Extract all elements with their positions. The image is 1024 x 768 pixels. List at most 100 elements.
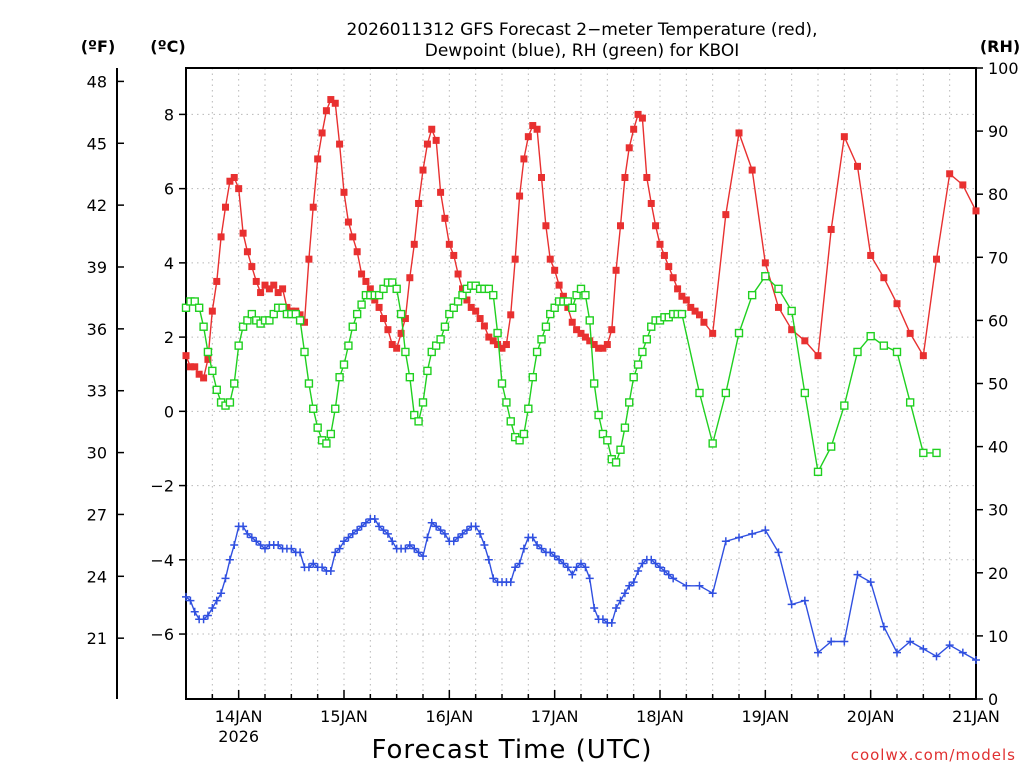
- dewpoint-point: [186, 596, 195, 605]
- temperature-point: [423, 140, 431, 148]
- dewpoint-point: [190, 607, 199, 616]
- rh-point: [853, 347, 862, 357]
- series-dewpoint: [182, 514, 980, 665]
- dewpoint-point: [401, 544, 410, 553]
- temperature-point: [573, 326, 581, 334]
- rh-point: [708, 439, 717, 448]
- temperature-point: [665, 263, 673, 271]
- temperature-point: [485, 333, 493, 341]
- dewpoint-point: [958, 648, 967, 657]
- temperature-point: [542, 222, 550, 230]
- dewpoint-point: [568, 570, 577, 579]
- temperature-point: [226, 177, 234, 185]
- rh-point: [905, 398, 915, 407]
- series-rh: [181, 272, 941, 477]
- chart-title-line-1: 2026011312 GFS Forecast 2−meter Temperat…: [347, 20, 818, 40]
- dewpoint-point: [423, 533, 432, 542]
- celsius-unit-label: (ºC): [150, 37, 185, 56]
- dewpoint-point: [462, 526, 471, 535]
- rh-point: [747, 290, 757, 300]
- dewpoint-point: [230, 540, 239, 549]
- rh-point: [695, 388, 704, 398]
- temperature-point: [270, 281, 278, 289]
- temperature-point: [230, 173, 238, 181]
- temperature-point: [687, 303, 695, 311]
- temperature-point: [235, 185, 243, 193]
- temperature-point: [239, 229, 247, 237]
- temperature-point: [696, 311, 703, 319]
- rh-point: [423, 366, 432, 376]
- temperature-point: [748, 166, 756, 174]
- dewpoint-point: [590, 604, 599, 613]
- dewpoint-point: [774, 548, 783, 557]
- rh-point: [304, 379, 314, 388]
- rh-point: [291, 309, 300, 319]
- temperature-point: [555, 281, 563, 289]
- celsius-tick-label: −4: [150, 551, 174, 570]
- dewpoint-point: [537, 544, 546, 553]
- dewpoint-point: [625, 581, 634, 590]
- dewpoint-point: [261, 544, 269, 553]
- rh-point: [594, 410, 603, 420]
- dewpoint-point: [616, 596, 625, 605]
- rh-point: [344, 341, 353, 350]
- dewpoint-point: [370, 514, 379, 523]
- dewpoint-point: [427, 518, 436, 527]
- temperature-point: [722, 211, 730, 219]
- temperature-point: [529, 122, 537, 130]
- rh-point: [493, 328, 502, 338]
- dewpoint-point: [761, 526, 770, 535]
- dewpoint-point: [379, 526, 388, 535]
- dewpoint-point: [480, 540, 489, 549]
- temperature-point: [261, 281, 269, 289]
- dewpoint-point: [318, 563, 327, 572]
- temperature-point: [380, 315, 387, 323]
- temperature-point: [577, 329, 585, 337]
- dewpoint-point: [256, 540, 265, 549]
- celsius-tick-label: 0: [164, 402, 174, 421]
- dewpoint-point: [612, 604, 621, 613]
- credit-label: coolwx.com/models: [851, 746, 1016, 764]
- dewpoint-point: [419, 552, 427, 561]
- temperature-point: [669, 274, 677, 282]
- fahrenheit-tick-label: 27: [87, 505, 107, 524]
- temperature-point: [248, 263, 256, 271]
- rh-point: [528, 372, 537, 382]
- dewpoint-point: [489, 574, 498, 583]
- fahrenheit-tick-label: 45: [87, 134, 107, 153]
- rh-point: [840, 401, 849, 410]
- temperature-point: [331, 99, 339, 107]
- dewpoint-point: [454, 533, 463, 542]
- dewpoint-point: [361, 518, 370, 527]
- x-tick-sublabel: 2026: [218, 727, 259, 746]
- dewpoint-point: [274, 540, 283, 549]
- dewpoint-point: [326, 566, 335, 575]
- dewpoint-point: [972, 656, 980, 665]
- temperature-point: [349, 233, 357, 241]
- rh-point: [620, 423, 630, 432]
- temperature-point: [559, 292, 567, 300]
- dewpoint-point: [440, 529, 449, 538]
- temperature-point: [867, 251, 875, 259]
- chart-title-line-2: Dewpoint (blue), RH (green) for KBOI: [425, 41, 739, 61]
- rh-point: [247, 309, 257, 319]
- temperature-point: [195, 370, 203, 378]
- fahrenheit-tick-label: 42: [87, 196, 107, 215]
- temperature-point: [678, 292, 686, 300]
- rh-point: [212, 385, 221, 395]
- x-tick-label: 15JAN: [320, 707, 368, 726]
- dewpoint-point: [598, 615, 607, 624]
- rh-point: [633, 360, 643, 369]
- temperature-point: [327, 96, 335, 104]
- temperature-point: [476, 315, 484, 323]
- rh-point: [388, 278, 397, 287]
- temperature-point: [314, 155, 322, 163]
- rh-point: [431, 341, 441, 350]
- temperature-point: [959, 181, 967, 189]
- dewpoint-point: [638, 559, 647, 568]
- rh-point: [616, 445, 625, 454]
- temperature-point: [191, 363, 199, 371]
- temperature-point: [322, 107, 330, 115]
- temperature-point: [454, 270, 462, 278]
- dewpoint-point: [511, 563, 520, 572]
